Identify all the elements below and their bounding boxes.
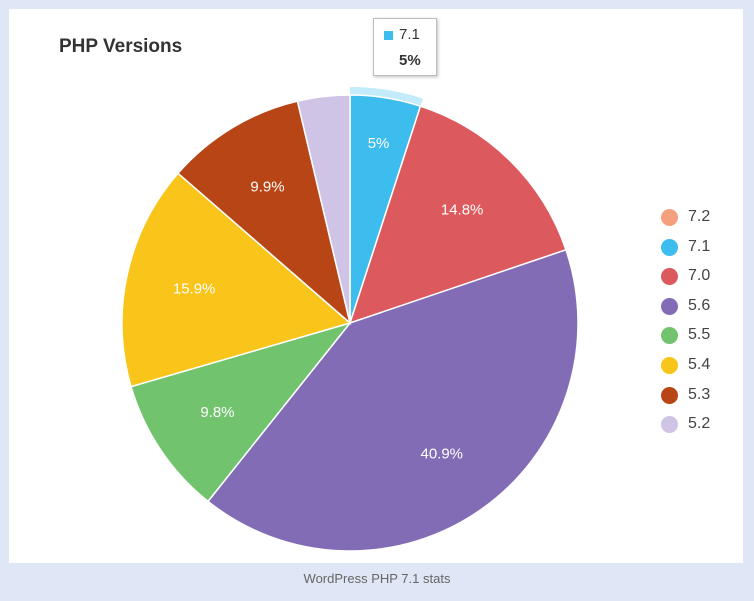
pie-slice-5-4[interactable] xyxy=(121,172,352,388)
legend-swatch xyxy=(661,416,678,434)
pie-slice-7-0[interactable] xyxy=(348,105,567,325)
legend-label: 5.6 xyxy=(688,296,711,314)
tooltip-swatch xyxy=(384,31,393,40)
legend-swatch xyxy=(661,356,678,374)
pie-slice-5-6[interactable] xyxy=(206,248,579,552)
legend-swatch xyxy=(661,238,678,256)
legend-label: 5.4 xyxy=(688,355,711,373)
legend-label: 7.2 xyxy=(688,208,711,225)
chart-title: PHP Versions xyxy=(59,36,183,57)
pie-slice-5-5[interactable] xyxy=(130,321,353,503)
legend-label: 5.2 xyxy=(688,415,711,433)
legend-swatch xyxy=(661,327,678,345)
legend-swatch xyxy=(661,209,678,226)
tooltip-label: 7.1 xyxy=(399,26,420,43)
legend-swatch xyxy=(661,297,678,315)
pie-slice-5-3[interactable] xyxy=(176,100,352,326)
slice-label-5-5: 9.8% xyxy=(200,404,234,421)
slice-label-5-3: 9.9% xyxy=(250,178,284,195)
legend-label: 5.5 xyxy=(688,326,711,344)
legend-swatch xyxy=(661,268,678,286)
legend-label: 5.3 xyxy=(688,385,711,403)
slice-label-5-4: 15.9% xyxy=(173,281,216,298)
legend-label: 7.1 xyxy=(688,237,711,255)
legend-swatch xyxy=(661,386,678,404)
tooltip-value: 5% xyxy=(399,52,421,69)
slice-label-5-6: 40.9% xyxy=(420,446,463,463)
legend-label: 7.0 xyxy=(688,267,711,285)
caption: WordPress PHP 7.1 stats xyxy=(303,571,451,586)
slice-label-7-1: 5% xyxy=(368,135,390,152)
pie-slice-5-2[interactable] xyxy=(296,94,351,324)
tooltip: 7.1 5% xyxy=(373,18,437,76)
slice-label-7-0: 14.8% xyxy=(441,201,484,218)
